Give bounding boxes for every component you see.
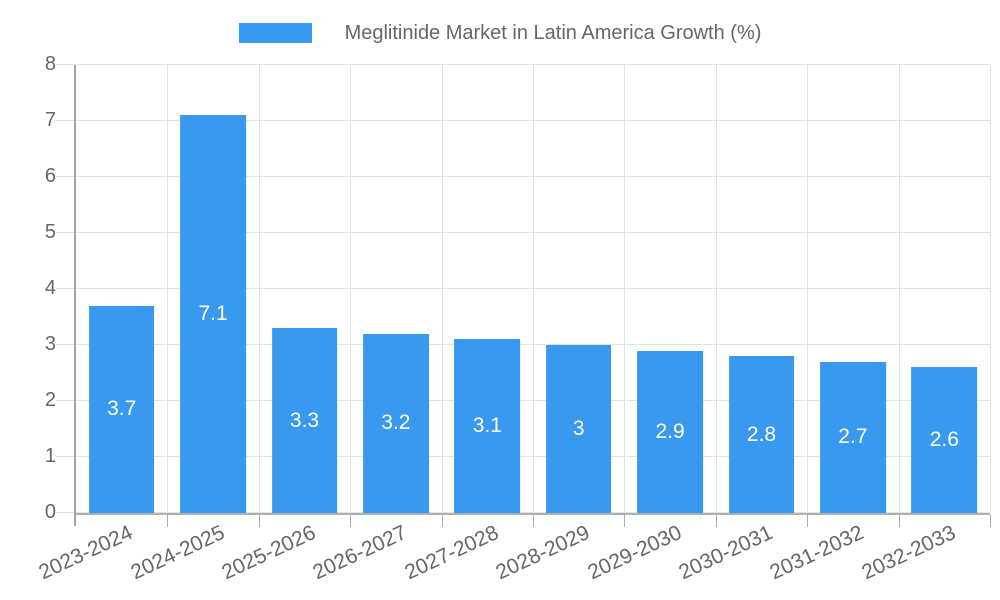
x-axis-line [74, 513, 990, 515]
bar[interactable] [819, 361, 886, 513]
gridline-vertical [898, 65, 900, 513]
x-tick-label: 2031-2032 [766, 521, 868, 585]
bar-value-label: 2.7 [838, 425, 868, 449]
x-tick-label: 2025-2026 [218, 521, 320, 585]
chart-legend: Meglitinide Market in Latin America Grow… [0, 21, 1000, 45]
x-tick-mark [807, 515, 809, 527]
bar-value-label: 2.9 [655, 419, 685, 443]
x-tick-mark [715, 515, 717, 527]
bar[interactable] [911, 367, 978, 513]
bar-value-label: 2.6 [929, 428, 959, 452]
bar-value-label: 7.1 [198, 302, 228, 326]
bar[interactable] [88, 305, 155, 513]
gridline-vertical [350, 65, 352, 513]
plot-area: 3.7 7.1 3.3 3.2 3.1 3 2.9 2.8 2.7 2.6 [56, 64, 991, 513]
gridline-horizontal [56, 176, 990, 177]
gridline-vertical [533, 65, 534, 513]
x-tick-label: 2032-2033 [858, 521, 960, 585]
y-tick-label: 2 [44, 389, 56, 412]
y-tick-label: 5 [44, 221, 56, 244]
legend-swatch-icon [238, 23, 312, 43]
y-tick-label: 4 [44, 277, 56, 300]
y-axis-line [74, 65, 76, 526]
gridline-vertical [258, 65, 260, 513]
gridline-vertical [990, 65, 991, 513]
y-tick-label: 3 [44, 333, 56, 356]
gridline-horizontal [56, 456, 990, 457]
bar[interactable] [728, 356, 795, 513]
gridline-horizontal [56, 64, 990, 65]
gridline-vertical [441, 65, 443, 513]
gridline-vertical [167, 65, 169, 513]
bar[interactable] [271, 328, 338, 513]
bar-value-label: 3.3 [289, 408, 320, 432]
bar[interactable] [637, 350, 703, 513]
gridline-horizontal [56, 232, 990, 233]
x-tick-mark [533, 515, 534, 527]
gridline-horizontal [56, 344, 990, 345]
gridline-horizontal [56, 120, 990, 121]
y-tick-label: 6 [44, 165, 56, 188]
x-tick-label: 2029-2030 [584, 521, 685, 585]
x-tick-label: 2026-2027 [309, 521, 411, 585]
bar[interactable] [180, 115, 246, 513]
x-tick-label: 2027-2028 [401, 521, 503, 585]
y-axis-labels: 0 1 2 3 4 5 6 7 8 [0, 53, 56, 523]
x-tick-mark [258, 515, 260, 527]
legend-item[interactable]: Meglitinide Market in Latin America Grow… [238, 21, 762, 45]
gridline-horizontal [56, 512, 990, 513]
bar-value-label: 3.1 [472, 414, 502, 438]
bar[interactable] [545, 345, 612, 513]
bar[interactable] [454, 339, 521, 513]
y-tick-label: 0 [44, 501, 56, 524]
bar-value-label: 3.7 [107, 397, 137, 421]
x-tick-mark [350, 515, 352, 527]
bar-value-label: 2.8 [746, 422, 777, 446]
gridline-vertical [624, 65, 626, 513]
bar[interactable] [362, 333, 429, 513]
x-tick-label: 2024-2025 [127, 521, 228, 585]
x-tick-mark [990, 515, 991, 527]
legend-label: Meglitinide Market in Latin America Grow… [344, 22, 762, 44]
y-tick-label: 1 [44, 445, 56, 468]
gridline-horizontal [56, 288, 990, 289]
bar-value-label: 3 [572, 417, 585, 440]
y-tick-label: 8 [44, 53, 56, 76]
gridline-vertical [807, 65, 809, 513]
y-tick-label: 7 [44, 109, 56, 132]
x-tick-mark [898, 515, 900, 527]
gridline-vertical [715, 65, 717, 513]
x-tick-label: 2023-2024 [35, 521, 137, 585]
x-tick-mark [167, 515, 169, 527]
bar-value-label: 3.2 [381, 411, 411, 435]
gridline-horizontal [56, 400, 990, 401]
x-tick-label: 2028-2029 [492, 521, 594, 585]
x-tick-mark [441, 515, 443, 527]
x-tick-label: 2030-2031 [675, 521, 777, 585]
x-tick-mark [624, 515, 626, 527]
